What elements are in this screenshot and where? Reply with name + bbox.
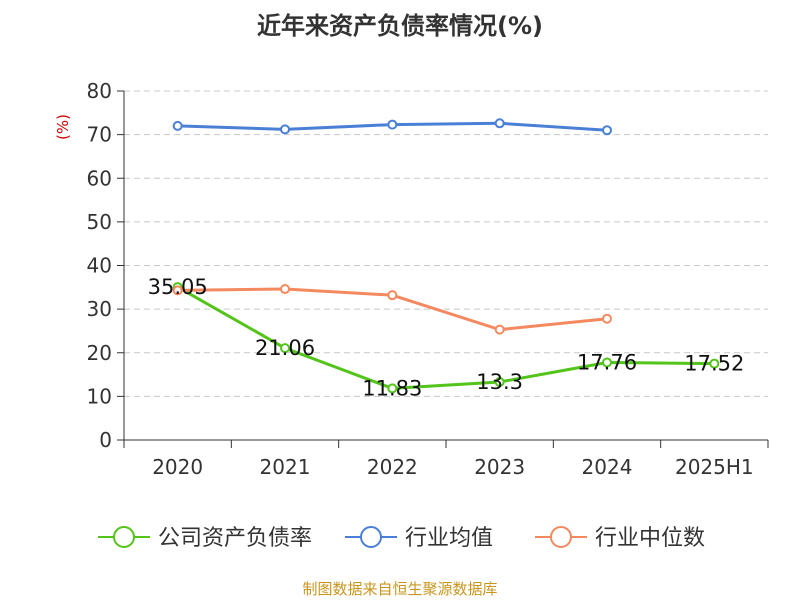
data-label-5: 17.52 [684,352,744,376]
legend-label-2: 行业中位数 [595,526,705,551]
data-point-0-1 [280,343,290,354]
y-tick-label-30: 30 [87,297,112,321]
x-tick-label-2025H1: 2025H1 [675,455,754,479]
data-point-2-1 [280,284,290,295]
x-tick-label-2020: 2020 [152,455,203,479]
data-point-1-1 [280,124,290,135]
data-point-0-5 [709,358,720,369]
legend-label-1: 行业均值 [405,526,493,551]
legend-marker-2 [550,526,572,548]
data-point-2-4 [602,313,612,324]
y-tick-label-50: 50 [87,210,112,234]
y-tick-label-40: 40 [87,254,112,278]
legend-marker-0 [113,526,135,548]
legend-marker-1 [360,526,382,548]
data-point-1-2 [387,119,398,130]
data-point-1-3 [494,118,505,129]
y-axis-label: (%) [54,114,72,140]
x-tick-label-2022: 2022 [367,455,418,479]
data-label-2: 11.83 [362,376,422,400]
y-tick-label-0: 0 [99,428,112,452]
data-label-3: 13.3 [476,370,523,394]
series-line-0 [176,285,715,390]
chart-title: 近年来资产负债率情况(%) [257,12,543,40]
y-tick-label-20: 20 [87,341,112,365]
data-label-4: 17.76 [577,351,637,375]
y-tick-label-70: 70 [87,123,112,147]
x-tick-label-2021: 2021 [260,455,311,479]
data-point-0-4 [602,357,612,368]
data-point-1-4 [602,125,612,136]
data-point-2-3 [494,324,505,335]
data-point-1-0 [172,120,183,131]
data-point-0-2 [387,383,398,394]
x-tick-label-2024: 2024 [582,455,633,479]
data-point-0-3 [494,376,505,387]
y-tick-label-60: 60 [87,166,112,190]
data-label-0: 35.05 [148,275,208,299]
data-point-2-0 [172,285,183,296]
y-tick-label-80: 80 [87,79,112,103]
legend-label-0: 公司资产负债率 [158,526,312,551]
x-tick-label-2023: 2023 [474,455,525,479]
data-point-2-2 [387,290,398,301]
source-note: 制图数据来自恒生聚源数据库 [302,580,498,598]
data-label-1: 21.06 [255,336,315,360]
y-tick-label-10: 10 [87,384,112,408]
